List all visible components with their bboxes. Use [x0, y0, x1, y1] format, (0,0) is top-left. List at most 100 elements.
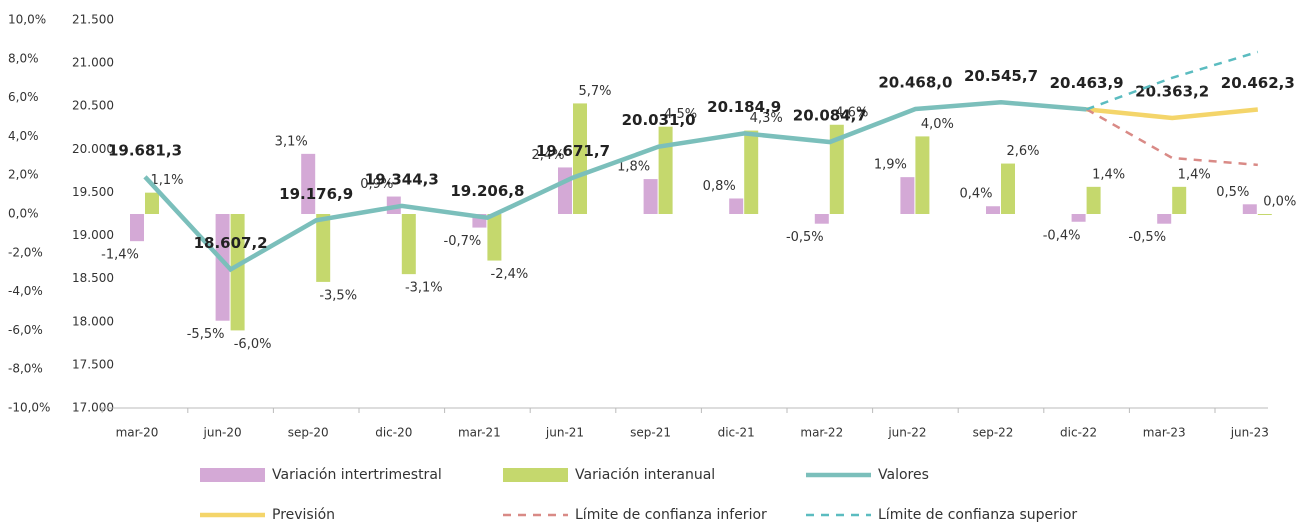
data-label: 19.671,7	[536, 142, 610, 160]
data-label: 1,4%	[1178, 167, 1211, 182]
legend-label: Variación interanual	[575, 467, 715, 483]
x-tick-label: jun-23	[1230, 426, 1269, 440]
x-tick-label: sep-20	[288, 426, 329, 440]
data-label: 0,5%	[1216, 185, 1249, 200]
y2-tick-label: 21.500	[72, 13, 114, 27]
y2-tick-label: 18.500	[72, 271, 114, 285]
bar	[744, 130, 759, 214]
x-tick-label: mar-21	[458, 426, 501, 440]
data-label: -3,5%	[319, 288, 357, 303]
data-label: 20.545,7	[964, 67, 1038, 85]
data-label: 4,5%	[664, 107, 697, 122]
bar	[301, 153, 316, 214]
data-label: 4,0%	[921, 117, 954, 132]
bar	[487, 214, 502, 261]
y-tick-label: -2,0%	[8, 245, 43, 259]
x-tick-label: jun-22	[887, 426, 926, 440]
y2-tick-label: 20.500	[72, 99, 114, 113]
data-label: -0,4%	[1043, 228, 1081, 243]
y2-tick-label: 17.500	[72, 357, 114, 371]
y-tick-label: 4,0%	[8, 129, 39, 143]
data-label: -0,7%	[444, 234, 482, 249]
y-tick-label: 2,0%	[8, 168, 39, 182]
data-label: 1,1%	[150, 173, 183, 188]
x-tick-label: dic-21	[718, 426, 755, 440]
data-label: 19.176,9	[279, 185, 353, 203]
legend-label: Límite de confianza inferior	[575, 507, 767, 523]
bar	[215, 214, 230, 321]
data-label: 2,4%	[531, 148, 564, 163]
x-tick-label: jun-21	[545, 426, 584, 440]
y-tick-label: -4,0%	[8, 284, 43, 298]
data-label: 20.363,2	[1135, 83, 1209, 101]
x-tick-label: mar-20	[116, 426, 159, 440]
data-label: 5,7%	[578, 84, 611, 99]
bar	[573, 103, 587, 214]
bar	[1257, 214, 1272, 215]
data-label: 19.681,3	[108, 141, 182, 159]
bar	[1172, 186, 1187, 214]
legend-label: Variación intertrimestral	[272, 467, 442, 483]
y-tick-label: -8,0%	[8, 362, 43, 376]
data-label: 19.344,3	[365, 170, 439, 188]
data-label: 2,6%	[1006, 144, 1039, 159]
data-label: -5,5%	[187, 327, 225, 342]
x-tick-label: sep-22	[973, 426, 1014, 440]
y2-tick-label: 18.000	[72, 314, 114, 328]
legend-label: Límite de confianza superior	[878, 507, 1077, 523]
bar	[643, 179, 658, 214]
y2-tick-label: 19.500	[72, 185, 114, 199]
data-label: 0,0%	[1263, 195, 1296, 210]
bar	[915, 136, 930, 214]
legend-swatch	[200, 468, 265, 482]
data-label: 19.206,8	[450, 182, 524, 200]
data-label: 0,8%	[703, 179, 736, 194]
data-label: 0,9%	[360, 177, 393, 192]
bar	[230, 214, 245, 331]
y-tick-label: 10,0%	[8, 13, 46, 27]
data-label: 0,4%	[959, 187, 992, 202]
line	[1085, 108, 1258, 167]
legend-label: Valores	[878, 467, 929, 483]
bar	[729, 198, 744, 214]
bar	[1001, 163, 1015, 214]
line	[1086, 50, 1259, 111]
x-tick-label: jun-20	[203, 426, 242, 440]
y2-tick-label: 17.000	[72, 401, 114, 415]
bar	[316, 214, 331, 282]
data-label: -0,5%	[786, 230, 824, 245]
data-label: 3,1%	[275, 134, 308, 149]
x-tick-label: sep-21	[630, 426, 671, 440]
y-tick-label: -6,0%	[8, 323, 43, 337]
data-label: 20.468,0	[878, 73, 952, 91]
bar	[130, 214, 144, 242]
data-label: 18.607,2	[194, 234, 268, 252]
bar	[814, 214, 829, 224]
line	[143, 100, 1087, 273]
y2-tick-label: 19.000	[72, 228, 114, 242]
data-label: -0,5%	[1128, 230, 1166, 245]
x-tick-label: mar-23	[1143, 426, 1186, 440]
data-label: 1,9%	[874, 158, 907, 173]
data-label: 20.184,9	[707, 98, 781, 116]
y-tick-label: 6,0%	[8, 90, 39, 104]
data-label: -2,4%	[491, 267, 529, 282]
bar	[145, 192, 159, 214]
data-label: 4,6%	[835, 105, 868, 120]
x-tick-label: dic-22	[1060, 426, 1097, 440]
data-label: 20.084,7	[793, 107, 867, 125]
legend-label: Previsión	[272, 507, 335, 523]
data-label: 20.463,9	[1050, 74, 1124, 92]
line	[1086, 107, 1259, 121]
bar	[658, 126, 673, 214]
bar	[1157, 214, 1172, 224]
bar	[900, 177, 915, 214]
bar	[1086, 186, 1101, 214]
bar	[401, 214, 416, 275]
x-tick-label: dic-20	[375, 426, 412, 440]
data-label: -6,0%	[234, 337, 272, 352]
data-label: 4,3%	[750, 111, 783, 126]
data-label: -1,4%	[101, 248, 139, 263]
bar	[986, 206, 1000, 214]
bar	[1242, 204, 1257, 214]
